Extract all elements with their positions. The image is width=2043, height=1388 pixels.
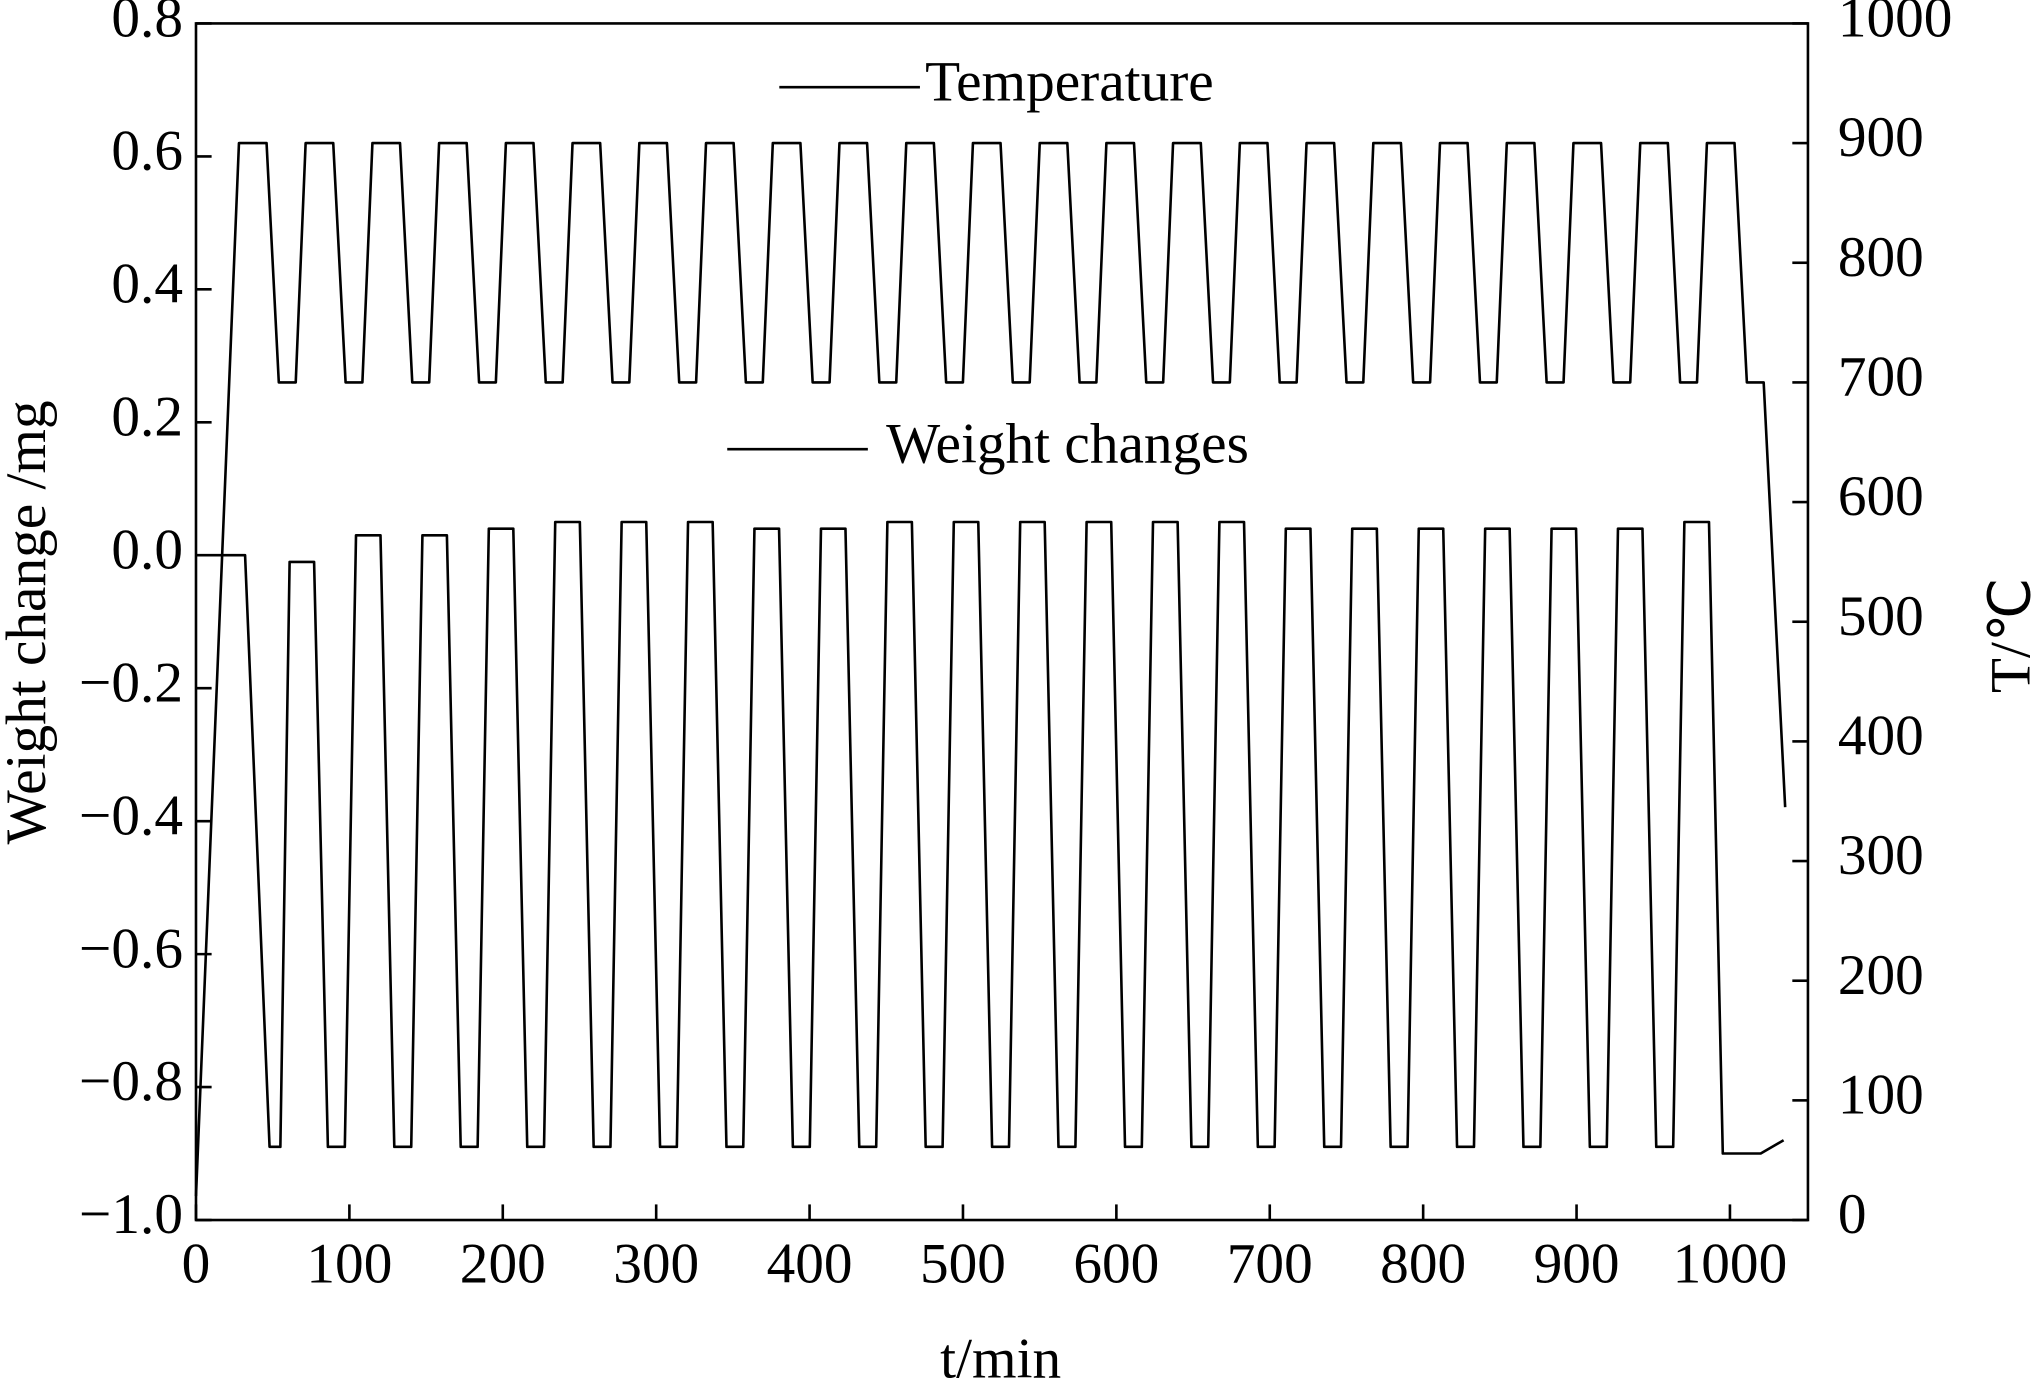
y2-tick-label: 600 [1838, 465, 1924, 528]
y-tick-label: −1.0 [79, 1183, 183, 1246]
y-tick-label: 0.6 [111, 120, 183, 183]
y-axis-label: Weight change /mg [0, 400, 58, 844]
x-tick-label: 500 [920, 1233, 1006, 1296]
data-line [195, 520, 1785, 1155]
y2-tick-label: 400 [1838, 705, 1924, 768]
y2-tick-label: 200 [1838, 944, 1924, 1007]
y-tick-label: 0.8 [111, 0, 183, 50]
y2-tick-label: 0 [1838, 1183, 1867, 1246]
x-tick-label: 700 [1227, 1233, 1313, 1296]
x-tick-label: 600 [1073, 1233, 1159, 1296]
y-tick-label: 0.0 [111, 518, 183, 581]
y2-tick-label: 1000 [1838, 0, 1953, 50]
y-tick-label: −0.6 [79, 917, 183, 980]
x-tick-label: 900 [1534, 1233, 1620, 1296]
x-tick-label: 200 [460, 1233, 546, 1296]
y-tick-label: 0.4 [111, 252, 183, 315]
y-tick-label: 0.2 [111, 385, 183, 448]
y-tick-label: −0.8 [79, 1050, 183, 1113]
y2-tick-label: 900 [1838, 106, 1924, 169]
x-tick-label: 400 [767, 1233, 853, 1296]
y-tick-label: −0.2 [79, 651, 183, 714]
y2-tick-label: 500 [1838, 585, 1924, 648]
x-tick-label: 1000 [1673, 1233, 1788, 1296]
y-tick-label: −0.4 [79, 784, 183, 847]
y2-tick-label: 100 [1838, 1064, 1924, 1127]
x-tick-label: 800 [1380, 1233, 1466, 1296]
x-tick-label: 100 [306, 1233, 392, 1296]
legend-label: Temperature [925, 50, 1214, 113]
x-tick-label: 0 [182, 1233, 211, 1296]
x-axis-label: t/min [940, 1328, 1061, 1388]
y2-axis-label: T/℃ [1979, 578, 2042, 693]
y2-tick-label: 300 [1838, 824, 1924, 887]
y2-tick-label: 700 [1838, 346, 1924, 409]
data-line [194, 141, 1787, 1197]
y2-tick-label: 800 [1838, 226, 1924, 289]
x-tick-label: 300 [613, 1233, 699, 1296]
legend-label: Weight changes [886, 412, 1249, 475]
